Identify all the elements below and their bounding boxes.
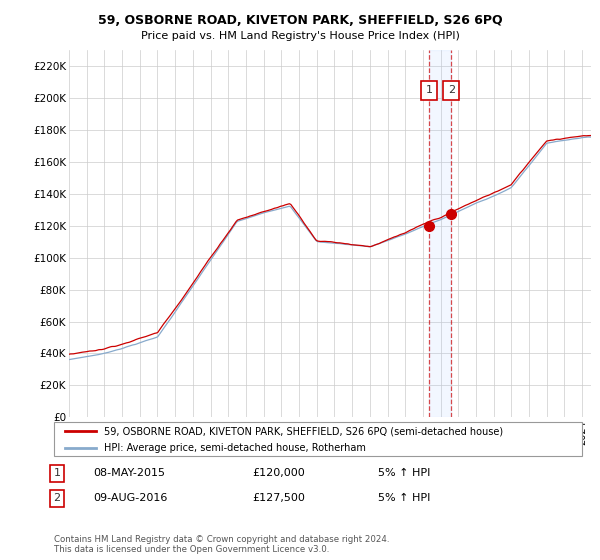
Text: Price paid vs. HM Land Registry's House Price Index (HPI): Price paid vs. HM Land Registry's House … [140, 31, 460, 41]
Text: 2: 2 [53, 493, 61, 503]
Text: HPI: Average price, semi-detached house, Rotherham: HPI: Average price, semi-detached house,… [104, 443, 366, 452]
Text: £127,500: £127,500 [252, 493, 305, 503]
Bar [429, 50, 451, 417]
Text: 5% ↑ HPI: 5% ↑ HPI [378, 468, 430, 478]
Text: 2: 2 [448, 85, 455, 95]
Text: £120,000: £120,000 [252, 468, 305, 478]
Text: 59, OSBORNE ROAD, KIVETON PARK, SHEFFIELD, S26 6PQ: 59, OSBORNE ROAD, KIVETON PARK, SHEFFIEL… [98, 14, 502, 27]
Text: 1: 1 [425, 85, 433, 95]
Text: 1: 1 [53, 468, 61, 478]
Text: 08-MAY-2015: 08-MAY-2015 [93, 468, 165, 478]
Text: 5% ↑ HPI: 5% ↑ HPI [378, 493, 430, 503]
Text: 09-AUG-2016: 09-AUG-2016 [93, 493, 167, 503]
Text: Contains HM Land Registry data © Crown copyright and database right 2024.
This d: Contains HM Land Registry data © Crown c… [54, 535, 389, 554]
Text: 59, OSBORNE ROAD, KIVETON PARK, SHEFFIELD, S26 6PQ (semi-detached house): 59, OSBORNE ROAD, KIVETON PARK, SHEFFIEL… [104, 426, 503, 436]
